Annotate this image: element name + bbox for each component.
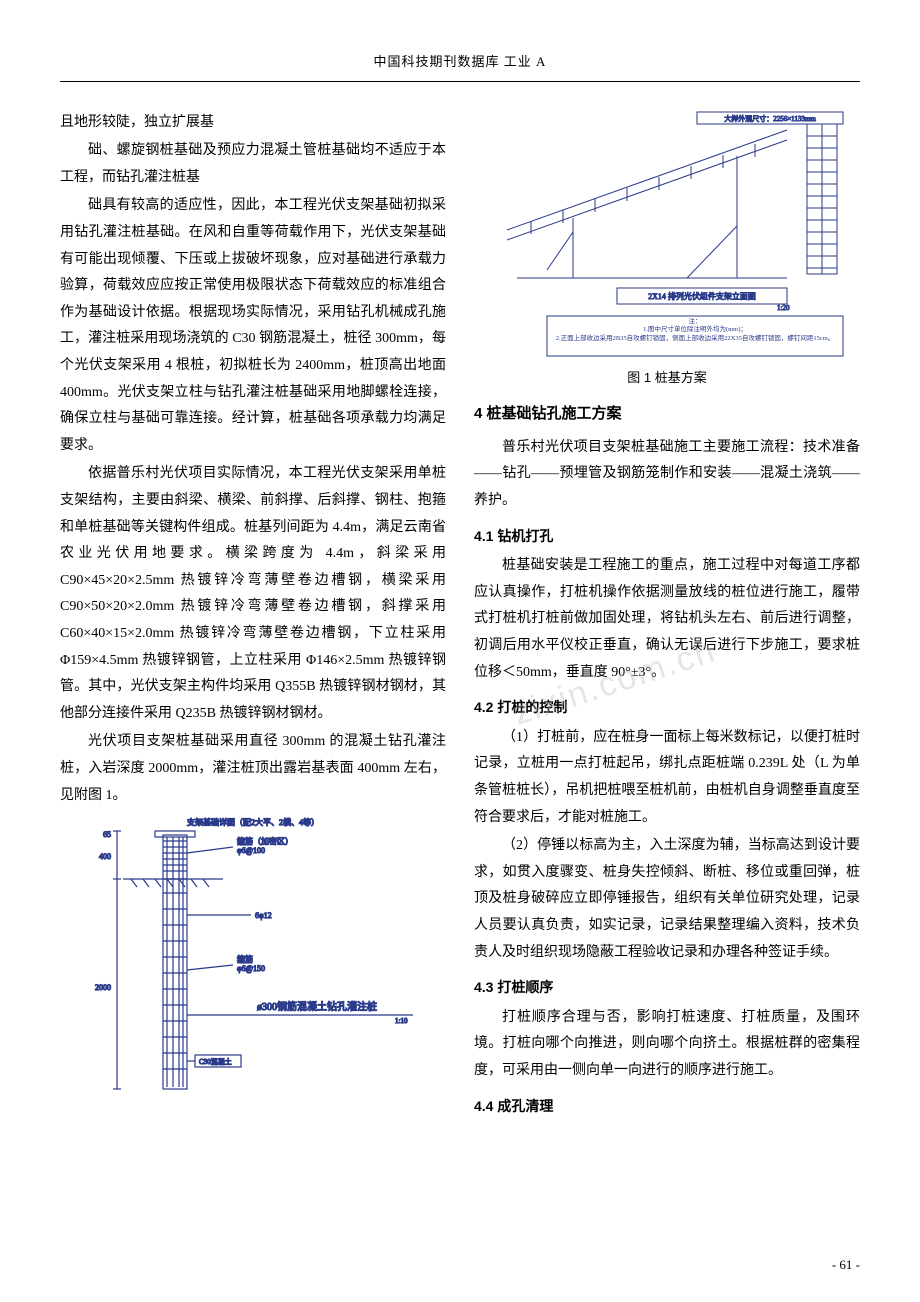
body-text: 打桩顺序合理与否，影响打桩速度、打桩质量，及围环境。打桩向哪个向推进，则向哪个向… — [474, 1005, 860, 1085]
right-scale: 1:20 — [777, 304, 790, 312]
running-header: 中国科技期刊数据库 工业 A — [60, 50, 860, 82]
body-text: 依据普乐村光伏项目实际情况，本工程光伏支架采用单桩支架结构，主要由斜梁、横梁、前… — [60, 461, 446, 727]
figure-left: 支架基础详图（配2大平、2横、4等） — [60, 815, 446, 1115]
fig-notes: 注： 1.图中尺寸单位除注明外均为(mm)； 2.正面上部收边采用2B35自攻螺… — [551, 318, 839, 343]
body-text: 础、螺旋钢桩基础及预应力混凝土管桩基础均不适应于本工程，而钻孔灌注桩基 — [60, 138, 446, 191]
body-text: （2）停锤以标高为主，入土深度为辅，当标高达到设计要求，如贯入度骤变、桩身失控倾… — [474, 833, 860, 966]
anno-a1t: 箍筋（加密区） — [237, 836, 293, 846]
anno-a2: 6φ12 — [255, 911, 272, 920]
anno-a5: C30混凝土 — [199, 1057, 232, 1066]
heading-2: 4 桩基础钻孔施工方案 — [474, 400, 860, 429]
content-columns: 且地形较陡，独立扩展基 础、螺旋钢桩基础及预应力混凝土管桩基础均不适应于本工程，… — [60, 110, 860, 1250]
dim-2000: 2000 — [95, 983, 111, 992]
rt-title: 大样外观尺寸：2256×1133mm — [724, 114, 816, 123]
anno-a3t: 箍筋 — [237, 954, 253, 964]
anno-a1: φ6@100 — [237, 846, 265, 855]
pile-detail-drawing: 支架基础详图（配2大平、2横、4等） — [83, 815, 423, 1115]
dim-400: 400 — [99, 852, 111, 861]
scale-left: 1:10 — [395, 1017, 408, 1025]
heading-3: 4.3 打桩顺序 — [474, 974, 860, 1001]
right-label: 2X14 排列光伏组件支架立面图 — [648, 291, 756, 301]
body-text: 且地形较陡，独立扩展基 — [60, 110, 446, 137]
heading-3: 4.2 打桩的控制 — [474, 694, 860, 721]
page: zixin.com.cn 中国科技期刊数据库 工业 A 且地形较陡，独立扩展基 … — [0, 0, 920, 1302]
figure-right: 大样外观尺寸：2256×1133mm — [474, 110, 860, 391]
anno-a3: φ6@150 — [237, 964, 265, 973]
dim-65: 65 — [103, 830, 111, 839]
elevation-drawing: 大样外观尺寸：2256×1133mm — [487, 110, 847, 362]
heading-3: 4.1 钻机打孔 — [474, 523, 860, 550]
figure-caption: 图 1 桩基方案 — [474, 366, 860, 391]
body-text: 普乐村光伏项目支架桩基础施工主要施工流程：技术准备——钻孔——预埋管及钢筋笼制作… — [474, 435, 860, 515]
body-text: 桩基础安装是工程施工的重点，施工过程中对每道工序都应认真操作，打桩机操作依据测量… — [474, 553, 860, 686]
fig-subtitle: 支架基础详图（配2大平、2横、4等） — [187, 817, 319, 827]
body-text: 光伏项目支架桩基础采用直径 300mm 的混凝土钻孔灌注桩，入岩深度 2000m… — [60, 729, 446, 809]
body-text: 础具有较高的适应性，因此，本工程光伏支架基础初拟采用钻孔灌注桩基础。在风和自重等… — [60, 193, 446, 459]
anno-a4: ø300钢筋混凝土钻孔灌注桩 — [257, 1000, 377, 1013]
body-text: （1）打桩前，应在桩身一面标上每米数标记，以便打桩时记录，立桩用一点打桩起吊，绑… — [474, 725, 860, 831]
heading-3: 4.4 成孔清理 — [474, 1093, 860, 1120]
page-number: - 61 - — [832, 1253, 860, 1278]
